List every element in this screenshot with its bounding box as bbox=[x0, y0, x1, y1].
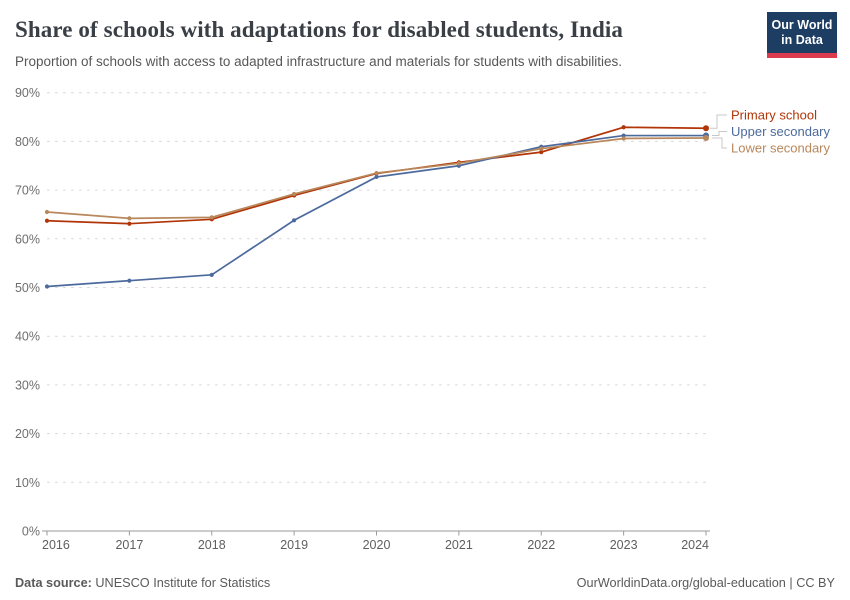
line-chart-canvas: 0% 10% 20% 30% 40% 50% 60% 70% 80% 90% 2016 2017 201… bbox=[15, 86, 831, 552]
y-axis-label: 0% bbox=[22, 525, 40, 539]
legend-label-lower-secondary[interactable]: Lower secondary bbox=[731, 141, 830, 156]
legend-label-upper-secondary[interactable]: Upper secondary bbox=[731, 124, 830, 139]
page-subtitle: Proportion of schools with access to ada… bbox=[15, 54, 623, 69]
y-axis-label: 10% bbox=[15, 476, 40, 490]
data-point-upper-secondary-2018[interactable] bbox=[209, 272, 214, 277]
data-point-upper-secondary-2017[interactable] bbox=[127, 278, 132, 283]
data-point-lower-secondary-2021[interactable] bbox=[456, 161, 461, 166]
y-axis-label: 90% bbox=[15, 86, 40, 100]
y-axis-label: 80% bbox=[15, 135, 40, 149]
legend-connector-primary-school bbox=[710, 114, 727, 129]
x-axis-label: 2017 bbox=[115, 538, 143, 552]
data-point-lower-secondary-2024[interactable] bbox=[703, 134, 709, 141]
legend-connector-lower-secondary bbox=[712, 137, 727, 149]
data-point-upper-secondary-2020[interactable] bbox=[374, 174, 379, 180]
data-point-lower-secondary-2022[interactable] bbox=[539, 146, 544, 151]
data-point-lower-secondary-2018[interactable] bbox=[209, 215, 214, 220]
x-axis-label: 2018 bbox=[198, 538, 226, 552]
logo-red-bar bbox=[767, 52, 837, 58]
data-point-lower-secondary-2017[interactable] bbox=[127, 216, 132, 221]
data-point-primary-school-2023[interactable] bbox=[621, 125, 626, 130]
data-point-lower-secondary-2023[interactable] bbox=[621, 136, 626, 141]
y-axis-label: 40% bbox=[15, 330, 40, 344]
data-point-lower-secondary-2020[interactable] bbox=[374, 170, 379, 176]
x-axis-label: 2022 bbox=[527, 538, 555, 552]
chart-header: Share of schools with adaptations for di… bbox=[0, 0, 850, 70]
data-point-upper-secondary-2016[interactable] bbox=[44, 284, 50, 289]
legend-connector-upper-secondary bbox=[712, 131, 727, 137]
data-point-upper-secondary-2023[interactable] bbox=[621, 133, 626, 138]
x-axis-label: 2020 bbox=[363, 538, 391, 552]
logo-line2: in Data bbox=[781, 32, 823, 47]
logo-line1: Our World bbox=[771, 18, 833, 32]
series-line-upper-secondary[interactable] bbox=[46, 134, 706, 288]
x-axis-label: 2019 bbox=[280, 538, 308, 552]
data-point-lower-secondary-2019[interactable] bbox=[292, 191, 297, 197]
y-axis-label: 60% bbox=[15, 232, 40, 246]
y-axis-label: 70% bbox=[15, 184, 40, 198]
chart-footer: Data source: UNESCO Institute for Statis… bbox=[15, 576, 835, 590]
data-point-primary-school-2022[interactable] bbox=[539, 150, 544, 155]
data-point-upper-secondary-2019[interactable] bbox=[292, 218, 297, 223]
data-point-lower-secondary-2016[interactable] bbox=[44, 209, 50, 215]
y-axis-label: 20% bbox=[15, 427, 40, 441]
owid-logo[interactable]: Our World in Data bbox=[767, 12, 837, 58]
x-axis-label: 2016 bbox=[42, 538, 70, 552]
data-source: Data source: UNESCO Institute for Statis… bbox=[15, 576, 270, 590]
x-axis-label: 2024 bbox=[681, 538, 709, 552]
data-point-primary-school-2024[interactable] bbox=[703, 125, 709, 132]
legend-label-primary-school[interactable]: Primary school bbox=[731, 108, 817, 123]
page-title: Share of schools with adaptations for di… bbox=[15, 17, 623, 42]
data-source-value: UNESCO Institute for Statistics bbox=[91, 576, 271, 590]
x-axis-label: 2021 bbox=[445, 538, 473, 552]
owid-url-license-link[interactable]: OurWorldinData.org/global-education | CC… bbox=[576, 576, 835, 590]
y-axis-label: 50% bbox=[15, 281, 40, 295]
x-axis-label: 2023 bbox=[610, 538, 638, 552]
data-point-primary-school-2016[interactable] bbox=[44, 218, 50, 223]
y-axis-label: 30% bbox=[15, 378, 40, 392]
data-source-label: Data source: bbox=[15, 576, 92, 590]
data-point-primary-school-2017[interactable] bbox=[127, 221, 132, 226]
